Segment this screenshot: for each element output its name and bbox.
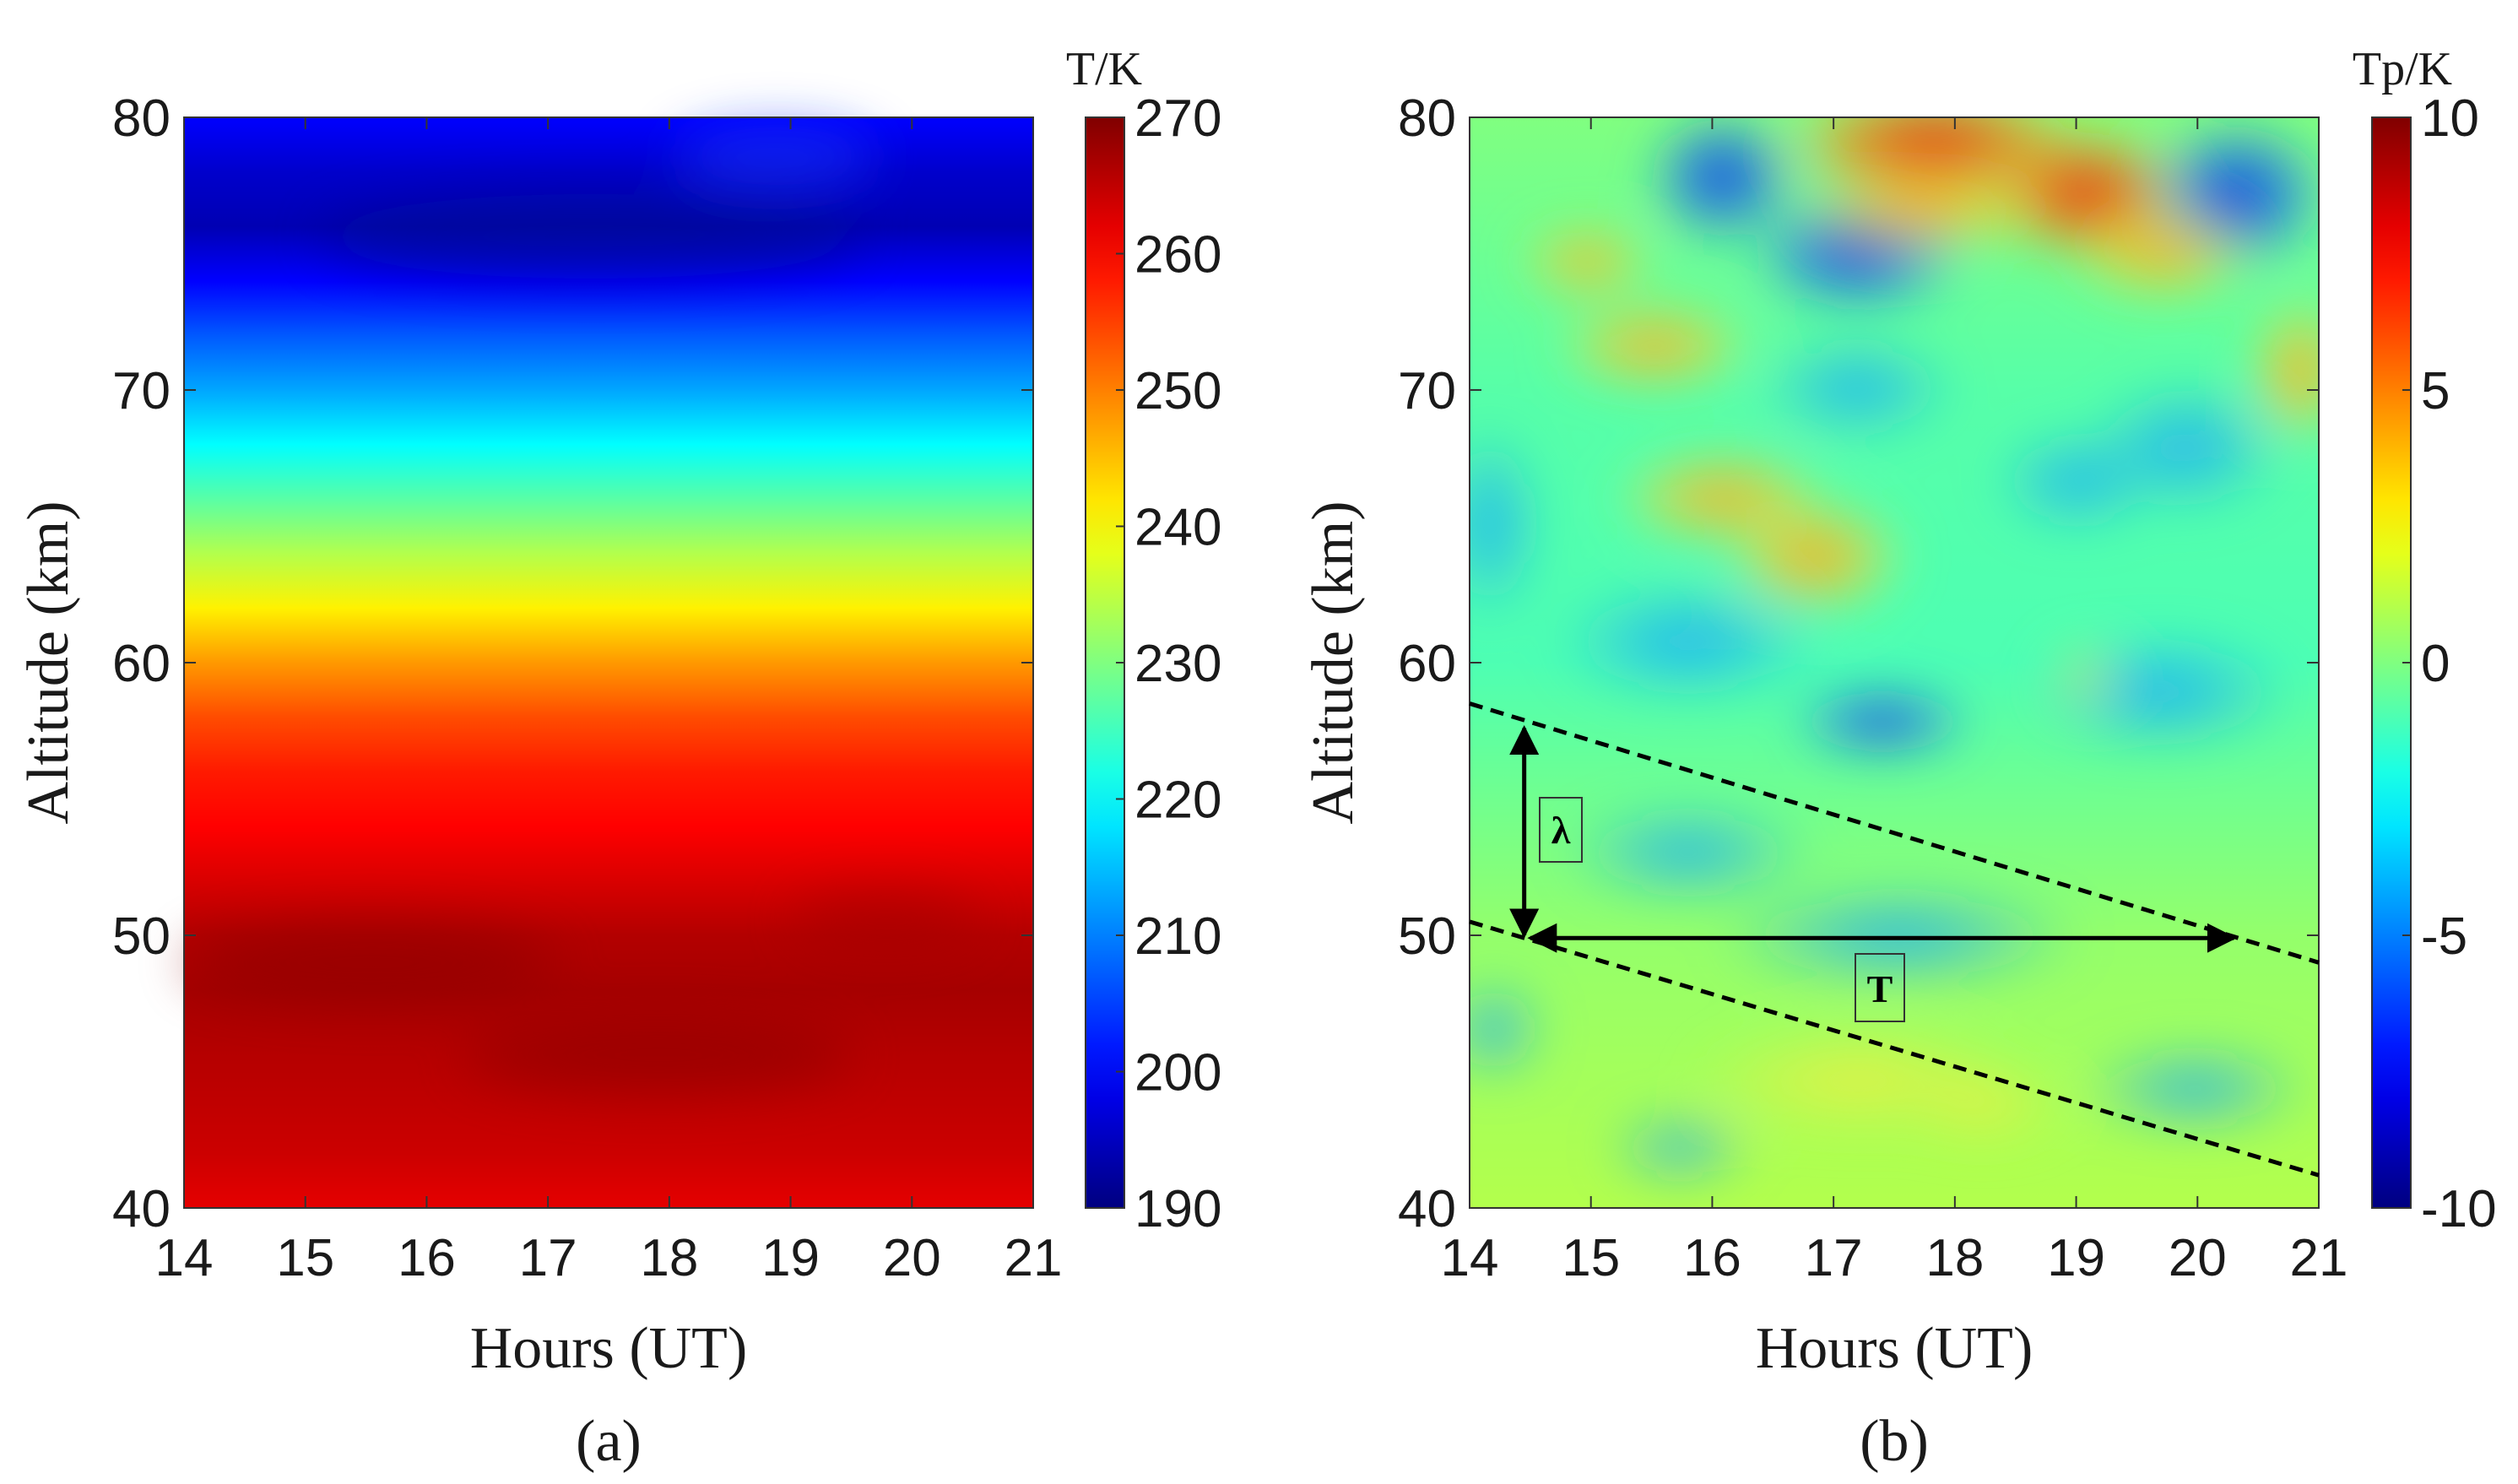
x-tick-label: 18 (1925, 1229, 1984, 1287)
anomaly-cool (1470, 422, 1541, 625)
anomaly-cold (1790, 688, 1975, 756)
colorbar-tick-label: -10 (2421, 1180, 2497, 1238)
y-tick-label: 80 (112, 89, 171, 148)
x-tick-label: 15 (276, 1229, 334, 1287)
panel-a-texture (186, 127, 979, 1093)
colorbar-tick-label: 10 (2421, 89, 2479, 148)
panel-a-ylabel: Altitude (km) (16, 501, 81, 825)
colorbar-tick-label: 200 (1134, 1044, 1221, 1102)
colorbar-tick-label: 210 (1134, 907, 1221, 966)
x-tick-label: 19 (761, 1229, 820, 1287)
x-tick-label: 17 (1805, 1229, 1863, 1287)
panel-a-dark-core (186, 924, 557, 1000)
panel-a-x-axis: 14 15 16 17 18 19 20 21 (155, 117, 1063, 1287)
colorbar-tick-label: 270 (1134, 89, 1221, 148)
anomaly-warm (1798, 169, 2051, 253)
colorbar-tick-label: 240 (1134, 499, 1221, 557)
anomaly-cool (1553, 582, 1823, 701)
colorbar-tick-label: -5 (2421, 907, 2467, 966)
y-tick-label: 80 (1398, 89, 1456, 148)
panel-b-y-axis: 40 50 60 70 80 (1398, 89, 2319, 1238)
anomaly-warm (1722, 498, 1908, 616)
y-tick-label: 40 (1398, 1180, 1456, 1238)
x-tick-label: 18 (640, 1229, 698, 1287)
panel-b-anomalies (1470, 117, 2319, 1182)
y-tick-label: 70 (1398, 362, 1456, 420)
anomaly-warm (1519, 228, 1654, 295)
anomaly-cool (2085, 380, 2288, 515)
anomaly-cold (1646, 117, 1798, 245)
panel-b-ylabel: Altitude (km) (1301, 501, 1366, 825)
lambda-label: λ (1551, 809, 1571, 852)
y-tick-label: 60 (112, 635, 171, 693)
panel-b-label: (b) (1860, 1409, 1929, 1474)
panel-a-colorbar-label: T/K (1066, 43, 1142, 95)
panel-a: 14 15 16 17 18 19 20 21 40 50 60 70 80 Hours (UT) A… (16, 43, 1221, 1474)
panel-a-y-axis: 40 50 60 70 80 (112, 89, 1033, 1238)
wave-phase-line-upper (1469, 701, 2320, 965)
panel-a-blue-core (321, 194, 861, 279)
colorbar-tick-label: 190 (1134, 1180, 1221, 1238)
colorbar-tick-label: 250 (1134, 362, 1221, 420)
x-tick-label: 21 (2290, 1229, 2348, 1287)
anomaly-cool (1604, 1114, 1756, 1182)
anomaly-warm (1899, 1072, 2068, 1140)
colorbar-tick-label: 260 (1134, 226, 1221, 284)
colorbar-tick-label: 5 (2421, 362, 2450, 420)
colorbar-tick-label: 0 (2421, 635, 2450, 693)
anomaly-cool (1756, 338, 1958, 439)
wave-phase-line-lower (1469, 919, 2320, 1178)
panel-a-light-core (675, 127, 878, 186)
x-tick-label: 14 (155, 1229, 214, 1287)
anomaly-warm (1553, 304, 1756, 388)
x-tick-label: 17 (519, 1229, 577, 1287)
period-label: T (1867, 967, 1893, 1010)
period-label-box (1855, 953, 1905, 1022)
anomaly-cool (1470, 979, 1545, 1081)
anomaly-cool (2077, 1047, 2313, 1131)
x-tick-label: 21 (1004, 1229, 1063, 1287)
x-tick-label: 16 (398, 1229, 456, 1287)
x-tick-label: 15 (1562, 1229, 1620, 1287)
lambda-label-box (1539, 797, 1583, 863)
y-tick-label: 70 (112, 362, 171, 420)
panel-b-colorbar-ticks: -10 -5 0 5 10 (2402, 89, 2497, 1238)
anomaly-warm (2051, 642, 2119, 709)
x-tick-label: 20 (883, 1229, 941, 1287)
panel-a-xlabel: Hours (UT) (470, 1316, 748, 1381)
panel-a-label: (a) (576, 1409, 642, 1474)
x-tick-label: 20 (2169, 1229, 2227, 1287)
colorbar-tick-label: 230 (1134, 635, 1221, 693)
y-tick-label: 60 (1398, 635, 1456, 693)
x-tick-label: 16 (1683, 1229, 1741, 1287)
panel-b-x-axis: 14 15 16 17 18 19 20 21 (1441, 117, 2348, 1287)
panel-a-dark-core (793, 895, 979, 945)
anomaly-warm (2068, 207, 2254, 300)
y-tick-label: 40 (112, 1180, 171, 1238)
x-tick-label: 14 (1441, 1229, 1499, 1287)
panel-a-dark-core (464, 1017, 853, 1093)
panel-a-colorbar-ticks: 190 200 210 220 230 240 250 260 270 (1116, 89, 1221, 1238)
y-tick-label: 50 (112, 907, 171, 966)
anomaly-cool (1562, 806, 1815, 899)
x-tick-label: 19 (2047, 1229, 2105, 1287)
y-tick-label: 50 (1398, 907, 1456, 966)
panel-b-colorbar-label: Tp/K (2353, 43, 2452, 95)
colorbar-tick-label: 220 (1134, 772, 1221, 830)
panel-b-xlabel: Hours (UT) (1756, 1316, 2033, 1381)
